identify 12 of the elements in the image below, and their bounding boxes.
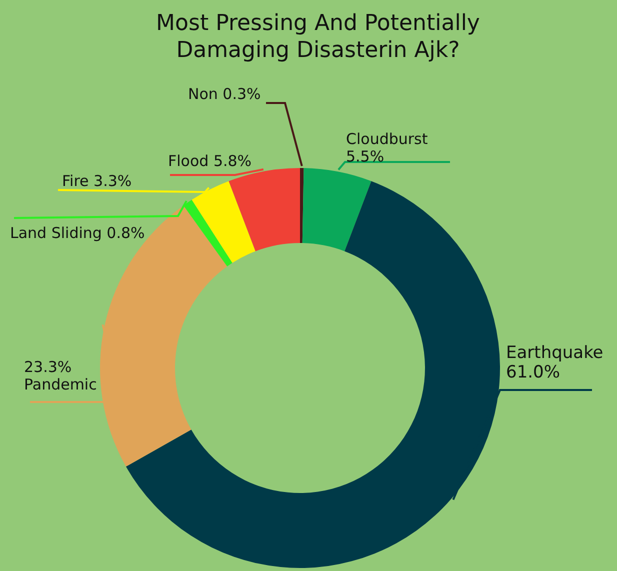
donut-slice <box>300 168 304 244</box>
slice-label: Flood 5.8% <box>168 152 252 170</box>
slice-label: Earthquake <box>506 343 604 363</box>
slice-label: Pandemic <box>24 375 97 394</box>
slice-label: Non 0.3% <box>188 85 261 103</box>
data-label: 61.0% <box>506 362 560 383</box>
slice-label: Fire 3.3% <box>62 172 132 190</box>
slice-label: Cloudburst <box>346 130 428 148</box>
data-label: 5.5% <box>346 147 384 166</box>
slice-label: Land Sliding 0.8% <box>10 224 145 242</box>
chart-title: Most Pressing And Potentially Damaging Disasterin Ajk? <box>156 11 480 63</box>
data-label: 23.3% <box>24 358 72 376</box>
